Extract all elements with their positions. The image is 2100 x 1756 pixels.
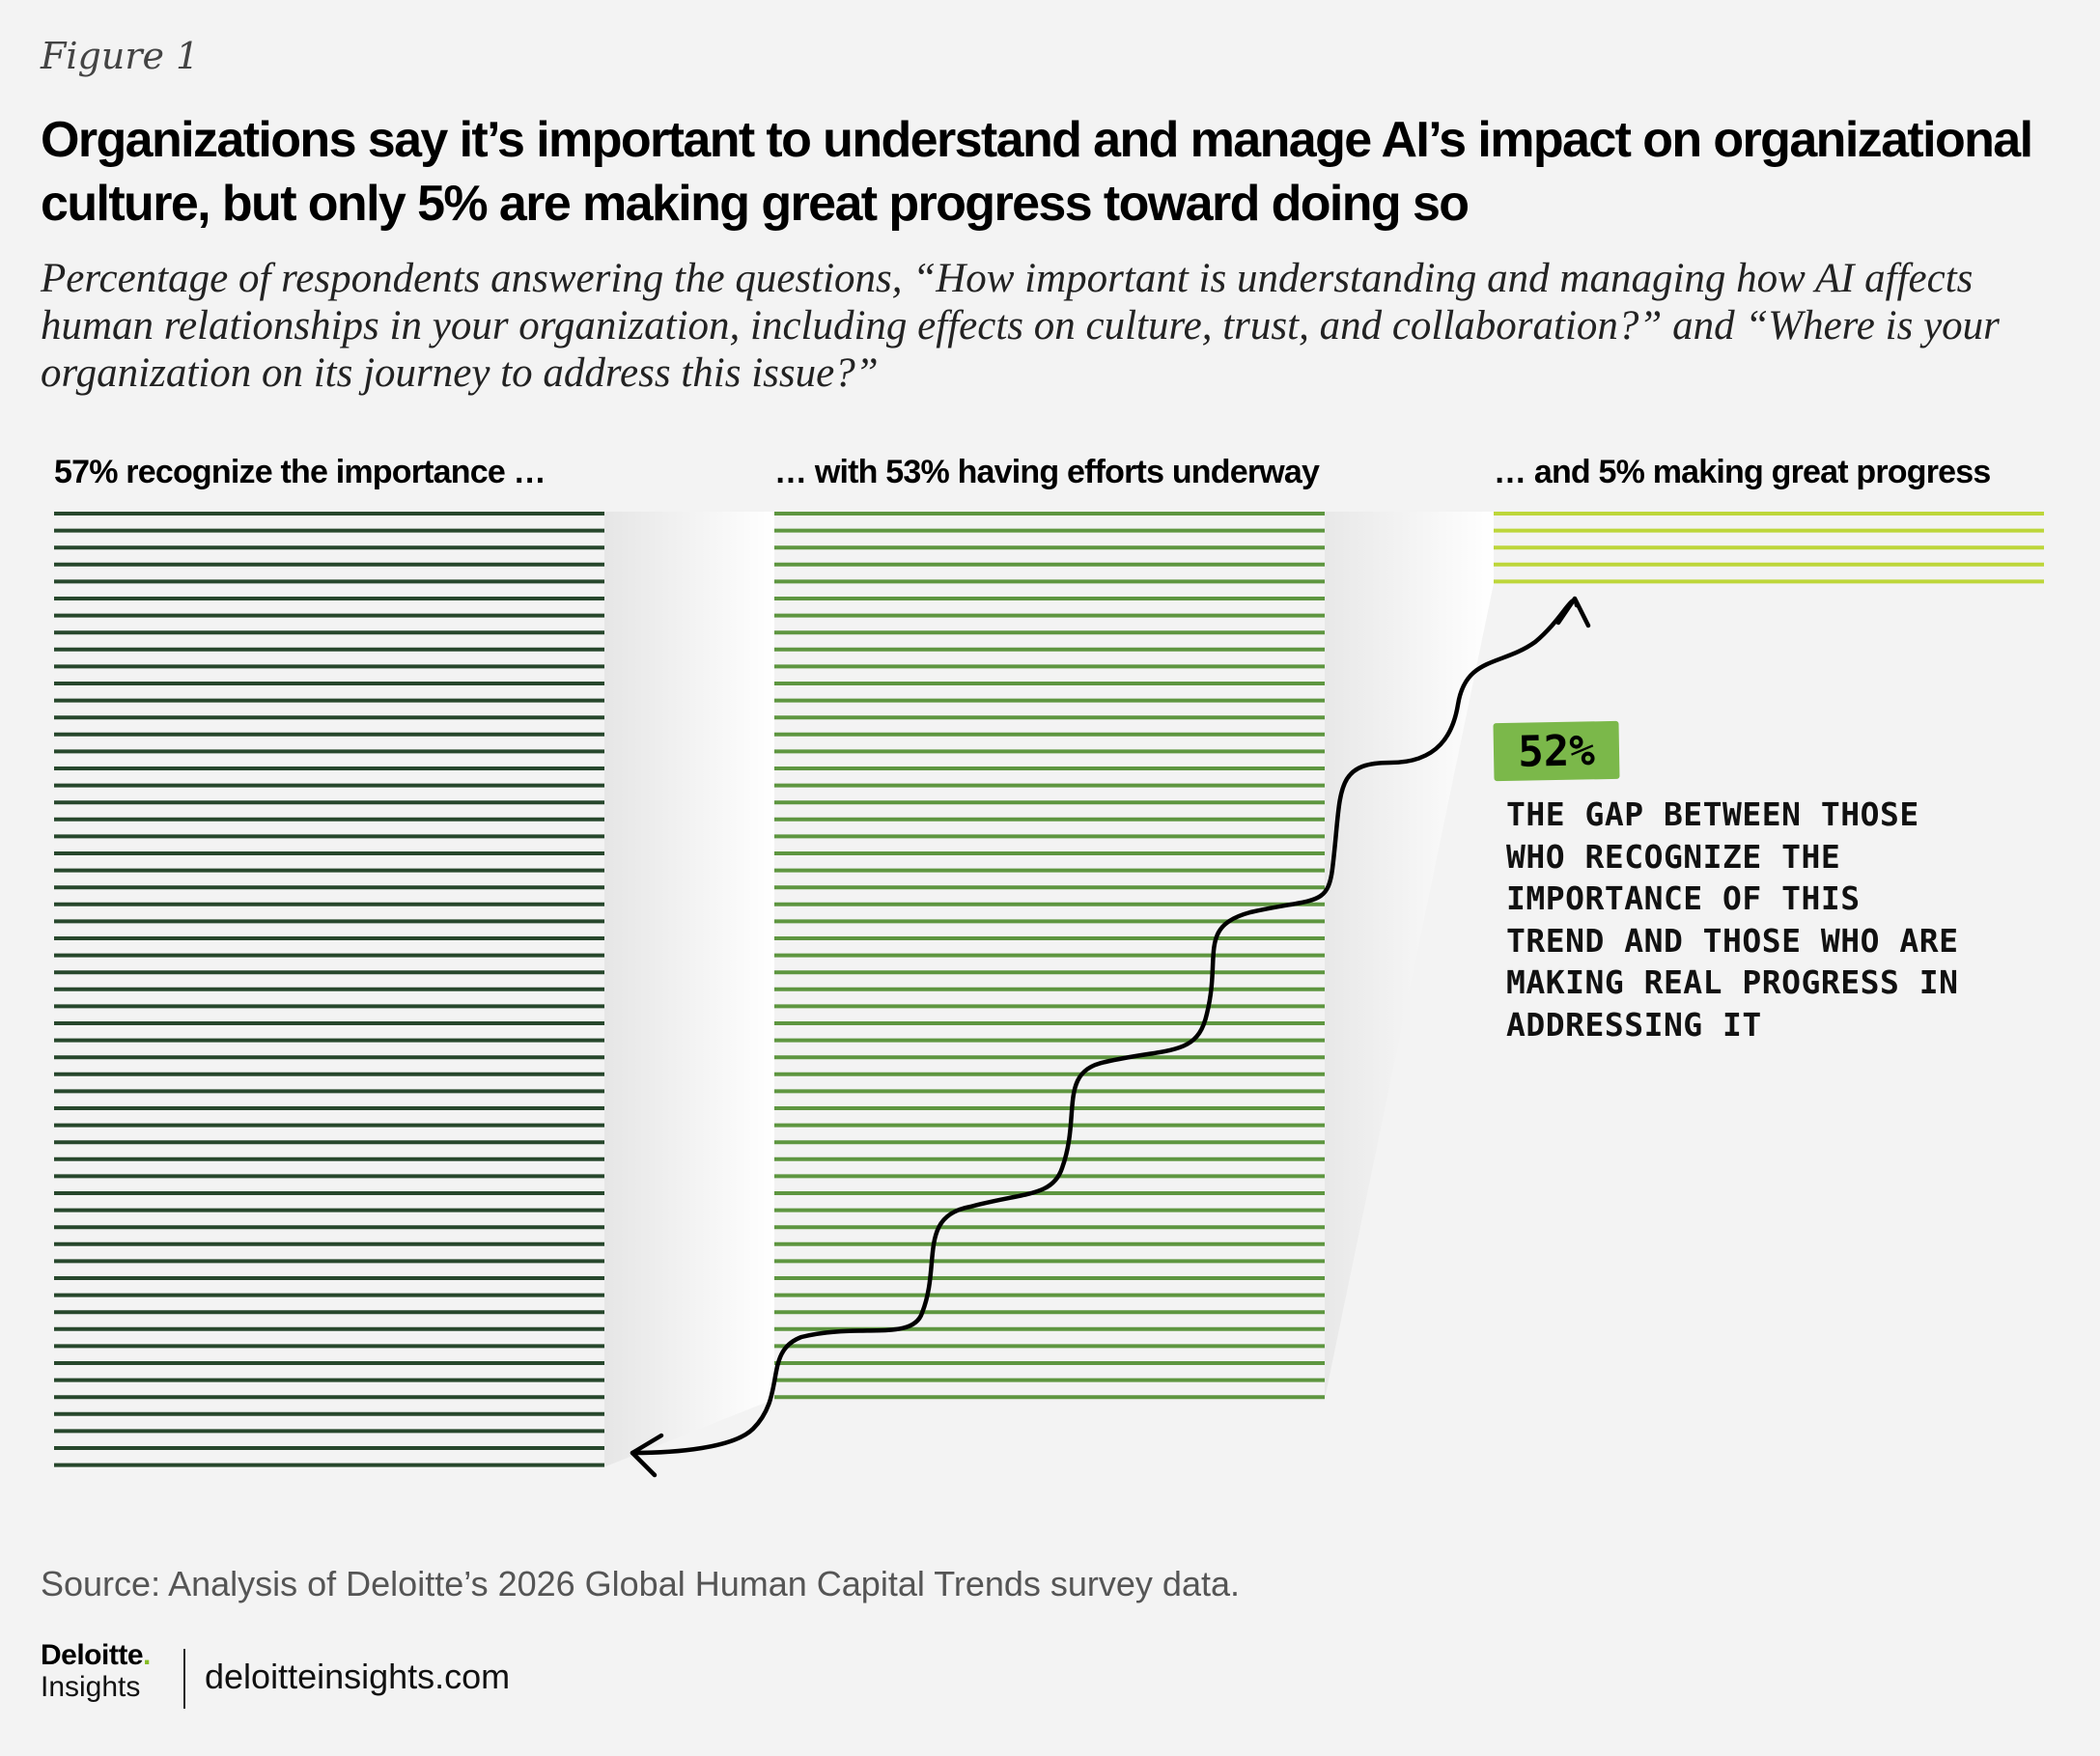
brand-dot: . [143, 1639, 151, 1671]
figure-label: Figure 1 [41, 35, 200, 77]
gap-arrow [630, 596, 1591, 1478]
column-label-progress: … and 5% making great progress [1494, 454, 1991, 490]
brand-sub: Insights [41, 1671, 141, 1703]
bar-stacks [54, 512, 2044, 1467]
gap-annotation: The gap between those who recognize the … [1506, 795, 1959, 1044]
brand-divider [183, 1649, 185, 1709]
gap-arrow-path [630, 598, 1580, 1456]
connector-band-1 [604, 512, 774, 1467]
gap-value-badge: 52% [1493, 720, 1620, 782]
source-note: Source: Analysis of Deloitte’s 2026 Glob… [41, 1564, 1240, 1603]
bar-3 [1494, 512, 2044, 584]
chart-title: Organizations say it’s important to unde… [41, 112, 2033, 232]
deloitte-insights-logo: Deloitte. Insights [41, 1641, 151, 1711]
brand-name: Deloitte [41, 1639, 144, 1671]
chart-subtitle: Percentage of respondents answering the … [41, 256, 2000, 396]
connector-bands [604, 512, 1494, 1467]
connector-band-2 [1325, 512, 1494, 1400]
arrowhead-top [1555, 596, 1591, 628]
column-label-underway: … with 53% having efforts underway [774, 454, 1320, 490]
arrowhead-bottom [630, 1433, 664, 1478]
bar-1 [54, 512, 604, 1467]
bar-2 [774, 512, 1325, 1400]
site-link[interactable]: deloitteinsights.com [205, 1657, 511, 1696]
column-label-recognize: 57% recognize the importance … [54, 454, 546, 490]
